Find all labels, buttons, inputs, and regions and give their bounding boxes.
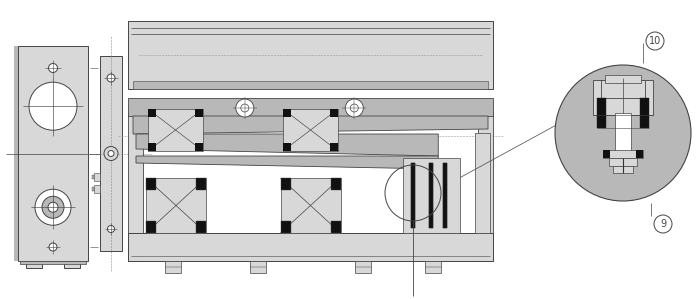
Circle shape: [555, 65, 691, 201]
Polygon shape: [136, 156, 438, 169]
Bar: [146, 221, 156, 233]
Bar: [403, 158, 460, 233]
Bar: [593, 80, 653, 115]
Bar: [411, 163, 415, 228]
Bar: [195, 143, 203, 151]
Bar: [92, 187, 94, 190]
Bar: [615, 113, 631, 155]
Bar: [280, 221, 290, 233]
Bar: [18, 46, 88, 261]
Bar: [429, 163, 433, 228]
Polygon shape: [133, 116, 488, 134]
Bar: [100, 56, 122, 251]
Circle shape: [107, 74, 115, 82]
Bar: [128, 98, 493, 116]
Bar: [128, 111, 143, 261]
Circle shape: [107, 225, 115, 233]
Bar: [64, 261, 80, 268]
Bar: [148, 143, 156, 151]
Bar: [146, 178, 206, 233]
Bar: [283, 109, 291, 117]
Circle shape: [48, 202, 58, 212]
Bar: [443, 163, 447, 228]
Circle shape: [241, 104, 248, 112]
Bar: [355, 261, 371, 273]
Bar: [20, 261, 86, 264]
Bar: [475, 133, 490, 233]
Bar: [250, 261, 266, 273]
Bar: [280, 178, 290, 190]
Bar: [196, 221, 206, 233]
Bar: [92, 175, 94, 179]
Bar: [128, 233, 493, 261]
Bar: [94, 173, 100, 181]
Bar: [330, 143, 338, 151]
Bar: [16, 46, 18, 261]
Bar: [18, 46, 20, 261]
Bar: [601, 80, 645, 98]
Bar: [636, 150, 643, 158]
Circle shape: [350, 104, 358, 112]
Bar: [425, 261, 441, 273]
Bar: [429, 163, 433, 228]
Bar: [640, 98, 649, 128]
Bar: [146, 178, 156, 190]
Text: 9: 9: [660, 219, 666, 229]
Bar: [26, 261, 42, 268]
Circle shape: [236, 99, 254, 117]
Circle shape: [104, 147, 118, 161]
Bar: [14, 46, 16, 261]
Circle shape: [29, 82, 77, 130]
Circle shape: [108, 150, 114, 156]
Bar: [331, 178, 340, 190]
Bar: [195, 109, 203, 117]
Bar: [411, 163, 415, 228]
Bar: [603, 150, 610, 158]
Bar: [283, 143, 291, 151]
Circle shape: [49, 243, 57, 251]
Text: 10: 10: [649, 36, 661, 46]
Bar: [603, 150, 643, 158]
Circle shape: [42, 196, 64, 218]
Circle shape: [49, 63, 58, 72]
Bar: [283, 109, 338, 151]
Bar: [605, 75, 641, 83]
Polygon shape: [136, 134, 438, 156]
Bar: [165, 261, 181, 273]
Bar: [280, 178, 340, 233]
Bar: [330, 109, 338, 117]
Bar: [148, 109, 203, 151]
Bar: [609, 158, 637, 166]
Bar: [94, 184, 100, 193]
Bar: [443, 163, 447, 228]
Circle shape: [35, 189, 71, 225]
Circle shape: [345, 99, 363, 117]
Bar: [133, 81, 488, 89]
Bar: [196, 178, 206, 190]
Bar: [478, 111, 493, 261]
Bar: [331, 221, 340, 233]
Bar: [613, 166, 633, 173]
Bar: [128, 21, 493, 89]
Bar: [148, 109, 156, 117]
Bar: [597, 98, 606, 128]
